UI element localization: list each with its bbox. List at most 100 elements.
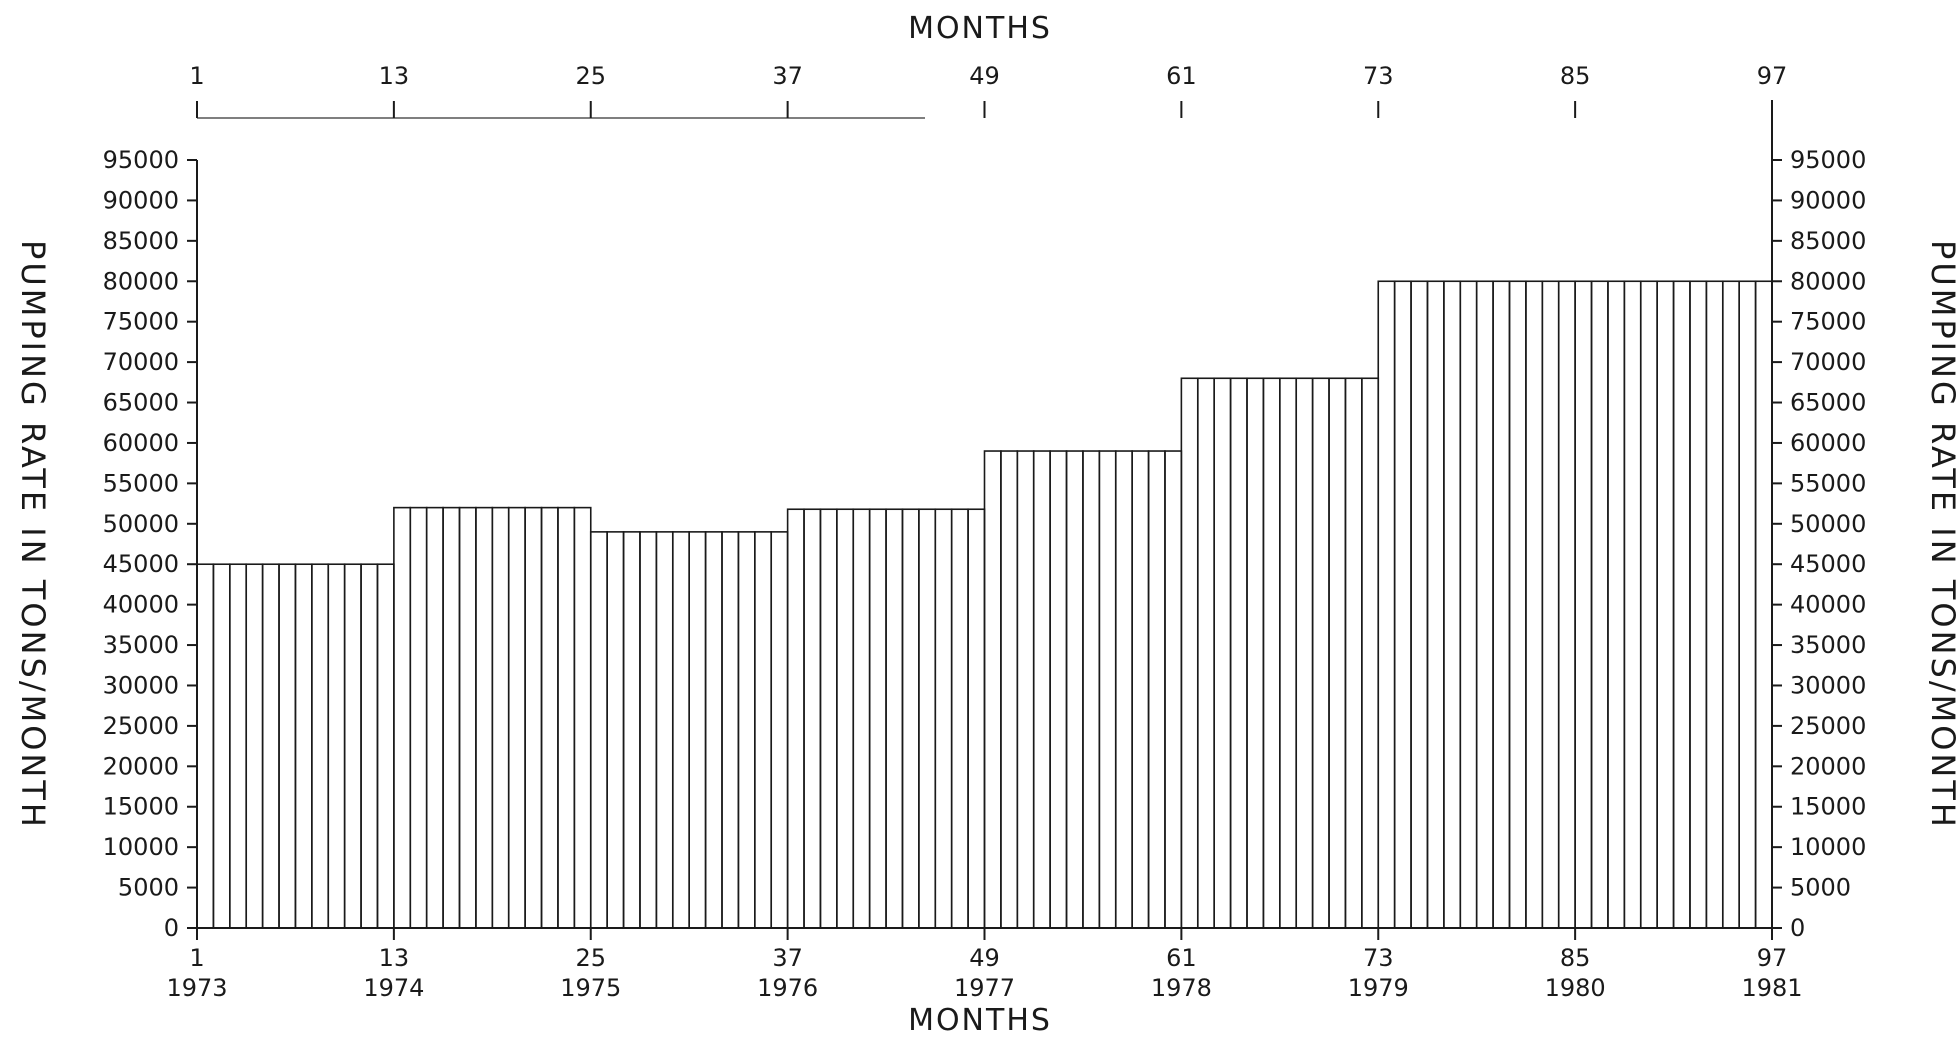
bar-month-91: [1672, 280, 1691, 929]
bar-month-8: [311, 563, 330, 929]
bar-month-84: [1557, 280, 1576, 929]
x-tick-label-top: 25: [575, 62, 606, 90]
x-tick-label-month: 13: [379, 944, 410, 972]
bar-month-5: [261, 563, 280, 929]
bar-month-17: [458, 506, 477, 929]
y-tick-label-left: 15000: [103, 793, 179, 821]
bar-month-59: [1147, 450, 1166, 929]
bar-month-82: [1525, 280, 1544, 929]
bar-month-85: [1574, 280, 1593, 929]
bar-month-51: [1016, 450, 1035, 929]
bar-month-26: [606, 531, 625, 929]
y-tick-label-right: 80000: [1790, 267, 1866, 295]
bar-month-94: [1721, 280, 1740, 929]
y-tick-label-left: 95000: [103, 146, 179, 174]
bar-month-89: [1639, 280, 1658, 929]
y-tick-label-right: 5000: [1790, 874, 1851, 902]
bar-month-63: [1213, 377, 1232, 929]
bar-month-58: [1131, 450, 1150, 929]
bar-month-48: [967, 508, 986, 929]
bar-month-12: [376, 563, 395, 929]
y-tick-label-right: 90000: [1790, 186, 1866, 214]
bar-month-31: [688, 531, 707, 929]
bar-month-57: [1114, 450, 1133, 929]
x-tick-label-month: 49: [969, 944, 1000, 972]
x-tick-label-year: 1975: [560, 974, 621, 1002]
y-tick-label-left: 80000: [103, 267, 179, 295]
bar-month-74: [1393, 280, 1412, 929]
bar-month-38: [803, 508, 822, 929]
bar-month-50: [1000, 450, 1019, 929]
y-axis-title-right: PUMPING RATE IN TONS/MONTH: [1924, 240, 1960, 830]
y-tick-label-right: 50000: [1790, 510, 1866, 538]
y-tick-label-left: 65000: [103, 389, 179, 417]
bar-month-37: [786, 508, 805, 929]
y-tick-label-right: 20000: [1790, 752, 1866, 780]
x-tick-label-top: 1: [189, 62, 204, 90]
y-tick-label-right: 70000: [1790, 348, 1866, 376]
y-tick-label-right: 35000: [1790, 631, 1866, 659]
y-tick-label-left: 10000: [103, 833, 179, 861]
bar-month-78: [1459, 280, 1478, 929]
bar-month-1: [196, 563, 215, 929]
bar-month-49: [983, 450, 1002, 929]
x-tick-label-year: 1978: [1151, 974, 1212, 1002]
x-axis-title-top: MONTHS: [908, 11, 1052, 46]
x-tick-label-top: 49: [969, 62, 1000, 90]
bar-month-40: [836, 508, 855, 929]
bar-month-66: [1262, 377, 1281, 929]
bar-month-13: [393, 506, 412, 929]
bar-month-25: [589, 531, 608, 929]
y-tick-label-right: 15000: [1790, 793, 1866, 821]
x-tick-label-year: 1973: [166, 974, 227, 1002]
bar-month-54: [1065, 450, 1084, 929]
y-tick-label-right: 45000: [1790, 550, 1866, 578]
bar-month-70: [1328, 377, 1347, 929]
bar-month-16: [442, 506, 461, 929]
bar-month-52: [1032, 450, 1051, 929]
bar-month-80: [1492, 280, 1511, 929]
bar-month-73: [1377, 280, 1396, 929]
y-tick-label-left: 60000: [103, 429, 179, 457]
bar-month-67: [1279, 377, 1298, 929]
bar-month-45: [918, 508, 937, 929]
x-tick-label-month: 37: [772, 944, 803, 972]
bar-month-14: [409, 506, 428, 929]
bar-month-68: [1295, 377, 1314, 929]
bar-month-53: [1049, 450, 1068, 929]
bar-month-28: [639, 531, 658, 929]
x-tick-label-month: 85: [1560, 944, 1591, 972]
bar-month-86: [1590, 280, 1609, 929]
bar-month-7: [294, 563, 313, 929]
bar-month-77: [1443, 280, 1462, 929]
bar-month-72: [1361, 377, 1380, 929]
y-tick-label-right: 0: [1790, 914, 1805, 942]
y-tick-label-left: 35000: [103, 631, 179, 659]
bar-month-42: [868, 508, 887, 929]
bar-month-27: [622, 531, 641, 929]
bar-month-10: [343, 563, 362, 929]
y-tick-label-left: 30000: [103, 671, 179, 699]
x-tick-label-top: 61: [1166, 62, 1197, 90]
y-tick-label-left: 55000: [103, 469, 179, 497]
bar-month-83: [1541, 280, 1560, 929]
bar-month-21: [524, 506, 543, 929]
x-tick-label-month: 25: [575, 944, 606, 972]
y-tick-label-left: 40000: [103, 591, 179, 619]
bar-month-95: [1738, 280, 1757, 929]
y-tick-label-right: 75000: [1790, 308, 1866, 336]
x-tick-label-month: 1: [189, 944, 204, 972]
bar-series: [196, 280, 1773, 929]
y-axis-title-left: PUMPING RATE IN TONS/MONTH: [14, 240, 52, 830]
bar-month-19: [491, 506, 510, 929]
y-tick-label-right: 25000: [1790, 712, 1866, 740]
y-tick-label-left: 75000: [103, 308, 179, 336]
bar-month-61: [1180, 377, 1199, 929]
bar-month-24: [573, 506, 592, 929]
bar-month-46: [934, 508, 953, 929]
bar-month-2: [212, 563, 231, 929]
bar-month-30: [671, 531, 690, 929]
y-tick-label-right: 30000: [1790, 671, 1866, 699]
bar-month-93: [1705, 280, 1724, 929]
